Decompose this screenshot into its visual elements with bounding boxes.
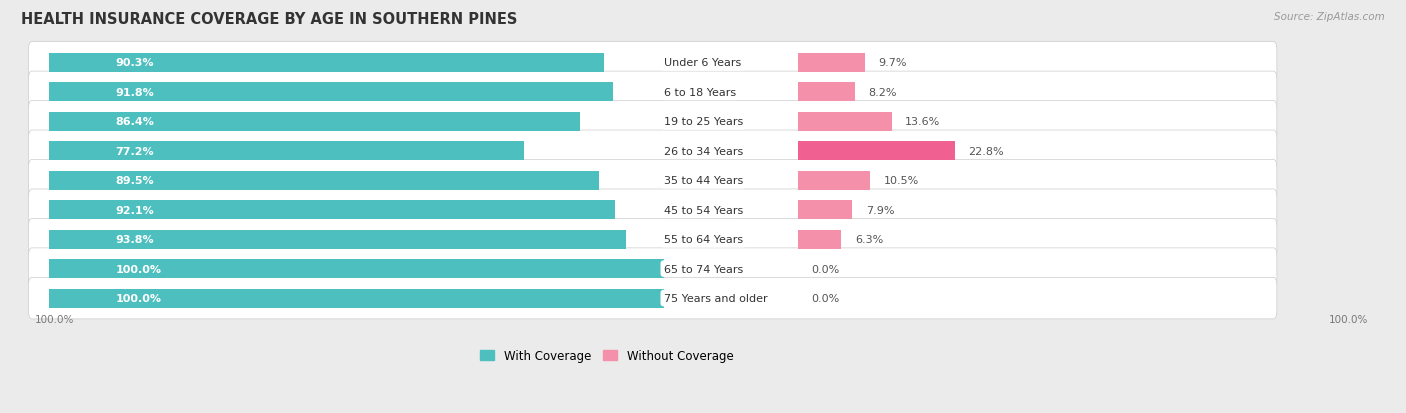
Text: 0.0%: 0.0%	[811, 264, 839, 274]
Bar	[799, 171, 870, 190]
Bar	[799, 54, 865, 73]
Bar	[49, 230, 626, 249]
Text: 35 to 44 Years: 35 to 44 Years	[664, 176, 744, 186]
Text: 55 to 64 Years: 55 to 64 Years	[664, 235, 742, 244]
Text: 90.3%: 90.3%	[115, 58, 155, 68]
Text: 8.2%: 8.2%	[868, 88, 897, 97]
Text: 7.9%: 7.9%	[866, 205, 894, 215]
FancyBboxPatch shape	[28, 43, 1277, 84]
Bar	[799, 230, 841, 249]
Legend: With Coverage, Without Coverage: With Coverage, Without Coverage	[475, 344, 738, 367]
Bar	[799, 83, 855, 102]
Text: 9.7%: 9.7%	[879, 58, 907, 68]
Bar	[49, 201, 616, 220]
Text: 10.5%: 10.5%	[884, 176, 920, 186]
Text: Under 6 Years: Under 6 Years	[664, 58, 741, 68]
Text: 6 to 18 Years: 6 to 18 Years	[664, 88, 735, 97]
Text: 19 to 25 Years: 19 to 25 Years	[664, 117, 744, 127]
FancyBboxPatch shape	[28, 190, 1277, 231]
Text: 26 to 34 Years: 26 to 34 Years	[664, 147, 744, 157]
Bar	[49, 83, 613, 102]
Bar	[49, 112, 581, 132]
Text: 75 Years and older: 75 Years and older	[664, 293, 768, 304]
Bar	[49, 259, 664, 278]
FancyBboxPatch shape	[28, 248, 1277, 290]
Bar	[49, 171, 599, 190]
Bar	[799, 201, 852, 220]
Text: 45 to 54 Years: 45 to 54 Years	[664, 205, 744, 215]
Text: 13.6%: 13.6%	[905, 117, 941, 127]
Text: 77.2%: 77.2%	[115, 147, 155, 157]
Bar	[799, 112, 891, 132]
Text: 0.0%: 0.0%	[811, 293, 839, 304]
Text: 86.4%: 86.4%	[115, 117, 155, 127]
Text: Source: ZipAtlas.com: Source: ZipAtlas.com	[1274, 12, 1385, 22]
Bar	[49, 54, 605, 73]
Bar	[799, 142, 955, 161]
FancyBboxPatch shape	[28, 219, 1277, 260]
Text: 91.8%: 91.8%	[115, 88, 155, 97]
Text: 92.1%: 92.1%	[115, 205, 155, 215]
Text: 100.0%: 100.0%	[1329, 315, 1368, 325]
FancyBboxPatch shape	[28, 101, 1277, 143]
Text: 89.5%: 89.5%	[115, 176, 155, 186]
Bar	[49, 142, 523, 161]
Text: HEALTH INSURANCE COVERAGE BY AGE IN SOUTHERN PINES: HEALTH INSURANCE COVERAGE BY AGE IN SOUT…	[21, 12, 517, 27]
FancyBboxPatch shape	[28, 131, 1277, 172]
Text: 93.8%: 93.8%	[115, 235, 155, 244]
Text: 100.0%: 100.0%	[115, 264, 162, 274]
FancyBboxPatch shape	[28, 72, 1277, 114]
Text: 100.0%: 100.0%	[115, 293, 162, 304]
Text: 6.3%: 6.3%	[855, 235, 883, 244]
FancyBboxPatch shape	[28, 278, 1277, 319]
Text: 100.0%: 100.0%	[35, 315, 75, 325]
Text: 65 to 74 Years: 65 to 74 Years	[664, 264, 744, 274]
Text: 22.8%: 22.8%	[969, 147, 1004, 157]
FancyBboxPatch shape	[28, 160, 1277, 202]
Bar	[49, 289, 664, 308]
